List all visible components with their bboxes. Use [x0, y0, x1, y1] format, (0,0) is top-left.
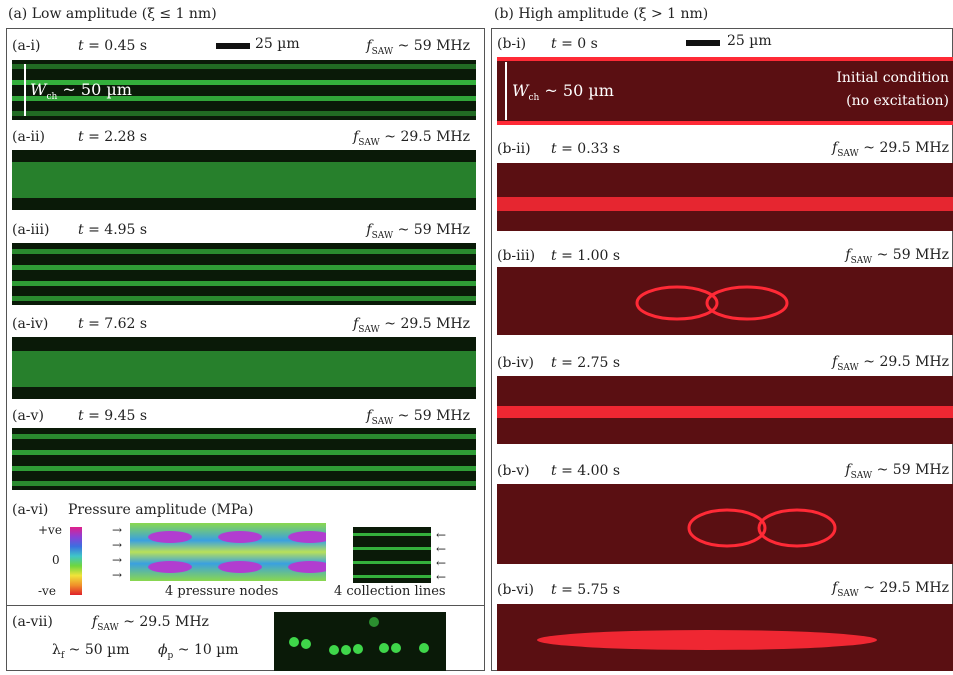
panel-a-ii-label: (a-ii)	[12, 129, 45, 145]
channel-width-b: Wch ~ 50 µm	[512, 81, 614, 104]
panel-a-v-freq: fSAW ~ 59 MHz	[366, 408, 470, 427]
panel-a-vii-freq: fSAW ~ 29.5 MHz	[92, 614, 209, 633]
panel-b-iv-label: (b-iv)	[497, 355, 535, 371]
panel-a-iv-label: (a-iv)	[12, 316, 49, 332]
panel-a-iii-label: (a-iii)	[12, 222, 50, 238]
panel-b-v-freq: fSAW ~ 59 MHz	[845, 462, 949, 481]
micrograph-b-ii	[497, 163, 953, 231]
micrograph-a-vii	[274, 612, 446, 671]
panel-b-iv-time: t = 2.75 s	[551, 355, 621, 371]
wavelength-value: λf ~ 50 µm	[52, 642, 130, 661]
panel-b-i-time: t = 0 s	[551, 36, 598, 52]
panel-b-iv-freq: fSAW ~ 29.5 MHz	[832, 354, 949, 373]
micrograph-b-v	[497, 484, 953, 564]
panel-a-iii-time: t = 4.95 s	[78, 222, 148, 238]
panel-b-ii-freq: fSAW ~ 29.5 MHz	[832, 140, 949, 159]
panel-a-ii-time: t = 2.28 s	[78, 129, 148, 145]
panel-a-ii-freq: fSAW ~ 29.5 MHz	[353, 129, 470, 148]
panel-b-v-time: t = 4.00 s	[551, 463, 621, 479]
panel-a-iv-time: t = 7.62 s	[78, 316, 148, 332]
pressure-heading: Pressure amplitude (MPa)	[68, 502, 254, 518]
width-arrow-a	[24, 64, 26, 116]
scale-mid: 0	[52, 553, 60, 567]
collection-lines-graphic	[353, 533, 431, 578]
panel-a-divider	[6, 605, 485, 606]
panel-a-vi-label: (a-vi)	[12, 502, 49, 518]
micrograph-b-i	[497, 57, 953, 125]
scale-bar-a-label: 25 µm	[255, 36, 300, 52]
scale-top: +ve	[38, 523, 62, 537]
panel-b-vi-time: t = 5.75 s	[551, 582, 621, 598]
scale-bar-a	[216, 43, 250, 49]
collection-lines-image	[353, 527, 431, 583]
line-arrows: ← ← ← ←	[436, 528, 447, 584]
particle-diameter-value: ϕp ~ 10 µm	[158, 642, 239, 661]
collection-lines-caption: 4 collection lines	[334, 584, 446, 599]
micrograph-a-i	[12, 60, 476, 120]
panel-a-vii-label: (a-vii)	[12, 614, 53, 630]
panel-a-i-time: t = 0.45 s	[78, 38, 148, 54]
panel-b-title: (b) High amplitude (ξ > 1 nm)	[494, 6, 709, 22]
micrograph-a-iv	[12, 337, 476, 399]
panel-b-ii-label: (b-ii)	[497, 141, 531, 157]
scale-bar-b-label: 25 µm	[727, 33, 772, 49]
initial-condition-label: Initial condition	[836, 70, 949, 86]
panel-a-v-time: t = 9.45 s	[78, 408, 148, 424]
micrograph-b-iv	[497, 376, 953, 444]
scale-bar-b	[686, 40, 720, 46]
panel-b-i-label: (b-i)	[497, 36, 527, 52]
panel-b-vi-label: (b-vi)	[497, 582, 535, 598]
particles-a-vii	[289, 617, 429, 655]
micrograph-a-iii	[12, 243, 476, 305]
channel-width-a: Wch ~ 50 µm	[30, 80, 132, 103]
panel-b-iii-label: (b-iii)	[497, 248, 536, 264]
panel-b-ii-time: t = 0.33 s	[551, 141, 621, 157]
panel-a-title: (a) Low amplitude (ξ ≤ 1 nm)	[8, 6, 217, 22]
micrograph-a-v	[12, 428, 476, 490]
pressure-field-image	[130, 523, 332, 581]
panel-a-v-label: (a-v)	[12, 408, 44, 424]
pressure-nodes-graphic	[148, 531, 332, 573]
panel-a-iv-freq: fSAW ~ 29.5 MHz	[353, 316, 470, 335]
panel-a-i-label: (a-i)	[12, 38, 41, 54]
width-arrow-b	[505, 62, 507, 120]
panel-b-iii-freq: fSAW ~ 59 MHz	[845, 247, 949, 266]
micrograph-a-ii	[12, 150, 476, 210]
node-arrows: → → → →	[112, 523, 123, 582]
panel-a-i-freq: fSAW ~ 59 MHz	[366, 38, 470, 57]
pressure-nodes-caption: 4 pressure nodes	[165, 584, 279, 599]
micrograph-b-vi	[497, 604, 953, 671]
particle-lines-a-i	[12, 64, 476, 116]
panel-b-v-label: (b-v)	[497, 463, 530, 479]
micrograph-b-iii	[497, 267, 953, 335]
no-excitation-label: (no excitation)	[846, 93, 949, 109]
panel-a-iii-freq: fSAW ~ 59 MHz	[366, 222, 470, 241]
panel-b-iii-time: t = 1.00 s	[551, 248, 621, 264]
scale-bottom: -ve	[38, 584, 56, 598]
color-scale-bar	[70, 527, 82, 595]
panel-b-vi-freq: fSAW ~ 29.5 MHz	[832, 580, 949, 599]
